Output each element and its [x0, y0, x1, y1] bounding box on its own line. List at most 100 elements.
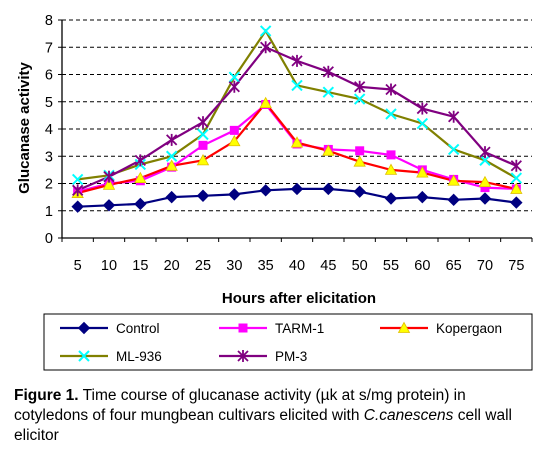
- data-point-control: [510, 196, 523, 209]
- x-tick-label: 60: [414, 258, 430, 274]
- legend: Control TARM-1 Kopergaon ML-936 PM-3: [43, 313, 533, 371]
- marker-stroke: [291, 79, 303, 92]
- data-point-pm-3: [228, 80, 240, 93]
- data-point-tarm-1: [386, 150, 396, 160]
- x-tick-label: 75: [508, 258, 524, 274]
- y-tick-label: 6: [45, 68, 53, 84]
- marker-stroke: [353, 93, 366, 105]
- data-point-kopergaon: [102, 178, 116, 190]
- legend-item-pm-3: PM-3: [219, 349, 307, 364]
- caption-text-end: cell wall elicitor: [14, 407, 512, 444]
- x-tick-labels: 5 10 15 20 25 30 35 40 45 50 55 60 65 70 75: [74, 258, 525, 274]
- marker-stroke: [447, 143, 460, 156]
- caption-text: Time course of glucanase activity (µk at…: [14, 387, 466, 424]
- data-point-control: [416, 190, 429, 204]
- data-point-pm-3: [103, 170, 115, 183]
- data-point-control: [447, 193, 460, 207]
- data-point-pm-3: [260, 41, 272, 54]
- data-point-kopergaon: [510, 182, 523, 194]
- x-tick-label: 30: [226, 258, 242, 274]
- data-point-kopergaon: [290, 136, 304, 148]
- legend-label: Control: [116, 321, 160, 336]
- data-point-control: [259, 184, 272, 197]
- data-point-kopergaon: [165, 159, 178, 171]
- data-point-ml-936: [479, 154, 491, 167]
- x-tick-label: 50: [352, 258, 368, 274]
- data-point-ml-936: [71, 173, 84, 186]
- y-tick-label: 2: [45, 177, 53, 193]
- data-point-tarm-1: [480, 183, 490, 193]
- x-tick-label: 55: [383, 258, 399, 274]
- x-tick-label: 45: [320, 258, 336, 274]
- data-point-kopergaon: [416, 166, 429, 178]
- legend-item-ml-936: ML-936: [60, 349, 162, 364]
- data-point-ml-936: [259, 25, 272, 37]
- y-tick-label: 7: [45, 40, 53, 56]
- marker-stroke: [510, 172, 523, 184]
- data-point-ml-936: [447, 143, 460, 156]
- y-tick-label: 3: [45, 149, 53, 165]
- data-point-control: [196, 189, 210, 202]
- series-lines: [71, 25, 523, 213]
- y-tick-label: 0: [45, 231, 53, 247]
- data-point-pm-3: [72, 184, 84, 197]
- data-point-pm-3: [291, 54, 303, 67]
- data-point-kopergaon: [447, 174, 460, 186]
- data-point-control: [102, 199, 116, 212]
- x-tick-label: 10: [101, 258, 117, 274]
- y-tick-label: 5: [45, 95, 53, 111]
- data-point-kopergaon: [228, 134, 241, 147]
- data-point-control: [228, 188, 241, 201]
- data-point-ml-936: [416, 117, 429, 130]
- legend-marker: [397, 321, 411, 333]
- data-point-control: [290, 182, 304, 196]
- data-point-ml-936: [291, 79, 303, 92]
- y-tick-labels: 0 1 2 3 4 5 6 7 8: [45, 13, 53, 247]
- marker-stroke: [322, 86, 335, 98]
- data-point-control: [353, 185, 366, 198]
- y-tick-label: 1: [45, 204, 53, 220]
- caption-species: C.canescens: [363, 407, 454, 424]
- legend-label: Kopergaon: [436, 321, 502, 336]
- data-point-ml-936: [197, 128, 209, 141]
- x-tick-label: 15: [132, 258, 148, 274]
- data-point-pm-3: [448, 110, 460, 123]
- y-tick-label: 4: [45, 122, 53, 138]
- data-point-ml-936: [165, 150, 178, 162]
- data-point-ml-936: [353, 93, 366, 105]
- data-point-control: [134, 197, 147, 211]
- data-point-pm-3: [166, 133, 178, 146]
- legend-box: [43, 313, 533, 371]
- marker-stroke: [165, 150, 178, 162]
- data-point-tarm-1: [198, 140, 208, 150]
- marker-stroke: [78, 350, 90, 362]
- data-point-kopergaon: [478, 175, 492, 188]
- data-point-kopergaon: [259, 96, 272, 109]
- marker-stroke: [385, 108, 397, 120]
- legend-marker: [237, 350, 249, 362]
- x-tick-label: 35: [258, 258, 274, 274]
- data-point-control: [165, 190, 178, 204]
- x-tick-label: 20: [164, 258, 180, 274]
- caption-label: Figure 1.: [14, 387, 79, 404]
- data-point-tarm-1: [355, 146, 365, 156]
- legend-item-kopergaon: Kopergaon: [380, 321, 502, 336]
- y-tick-label: 8: [45, 13, 53, 29]
- marker-stroke: [416, 117, 429, 130]
- marker-stroke: [228, 71, 241, 83]
- data-point-control: [71, 200, 84, 213]
- x-tick-label: 70: [477, 258, 493, 274]
- data-point-pm-3: [322, 65, 334, 78]
- data-point-ml-936: [385, 108, 397, 120]
- legend-label: TARM-1: [275, 321, 324, 336]
- data-point-ml-936: [228, 71, 241, 83]
- x-axis-label: Hours after elicitation: [222, 290, 376, 307]
- data-point-pm-3: [479, 146, 491, 159]
- data-point-kopergaon: [384, 163, 398, 175]
- marker-stroke: [259, 25, 272, 37]
- y-axis-label: Glucanase activity: [16, 61, 33, 193]
- data-point-kopergaon: [353, 155, 366, 167]
- data-point-pm-3: [416, 102, 428, 115]
- data-point-ml-936: [322, 86, 335, 98]
- legend-item-tarm-1: TARM-1: [219, 321, 324, 336]
